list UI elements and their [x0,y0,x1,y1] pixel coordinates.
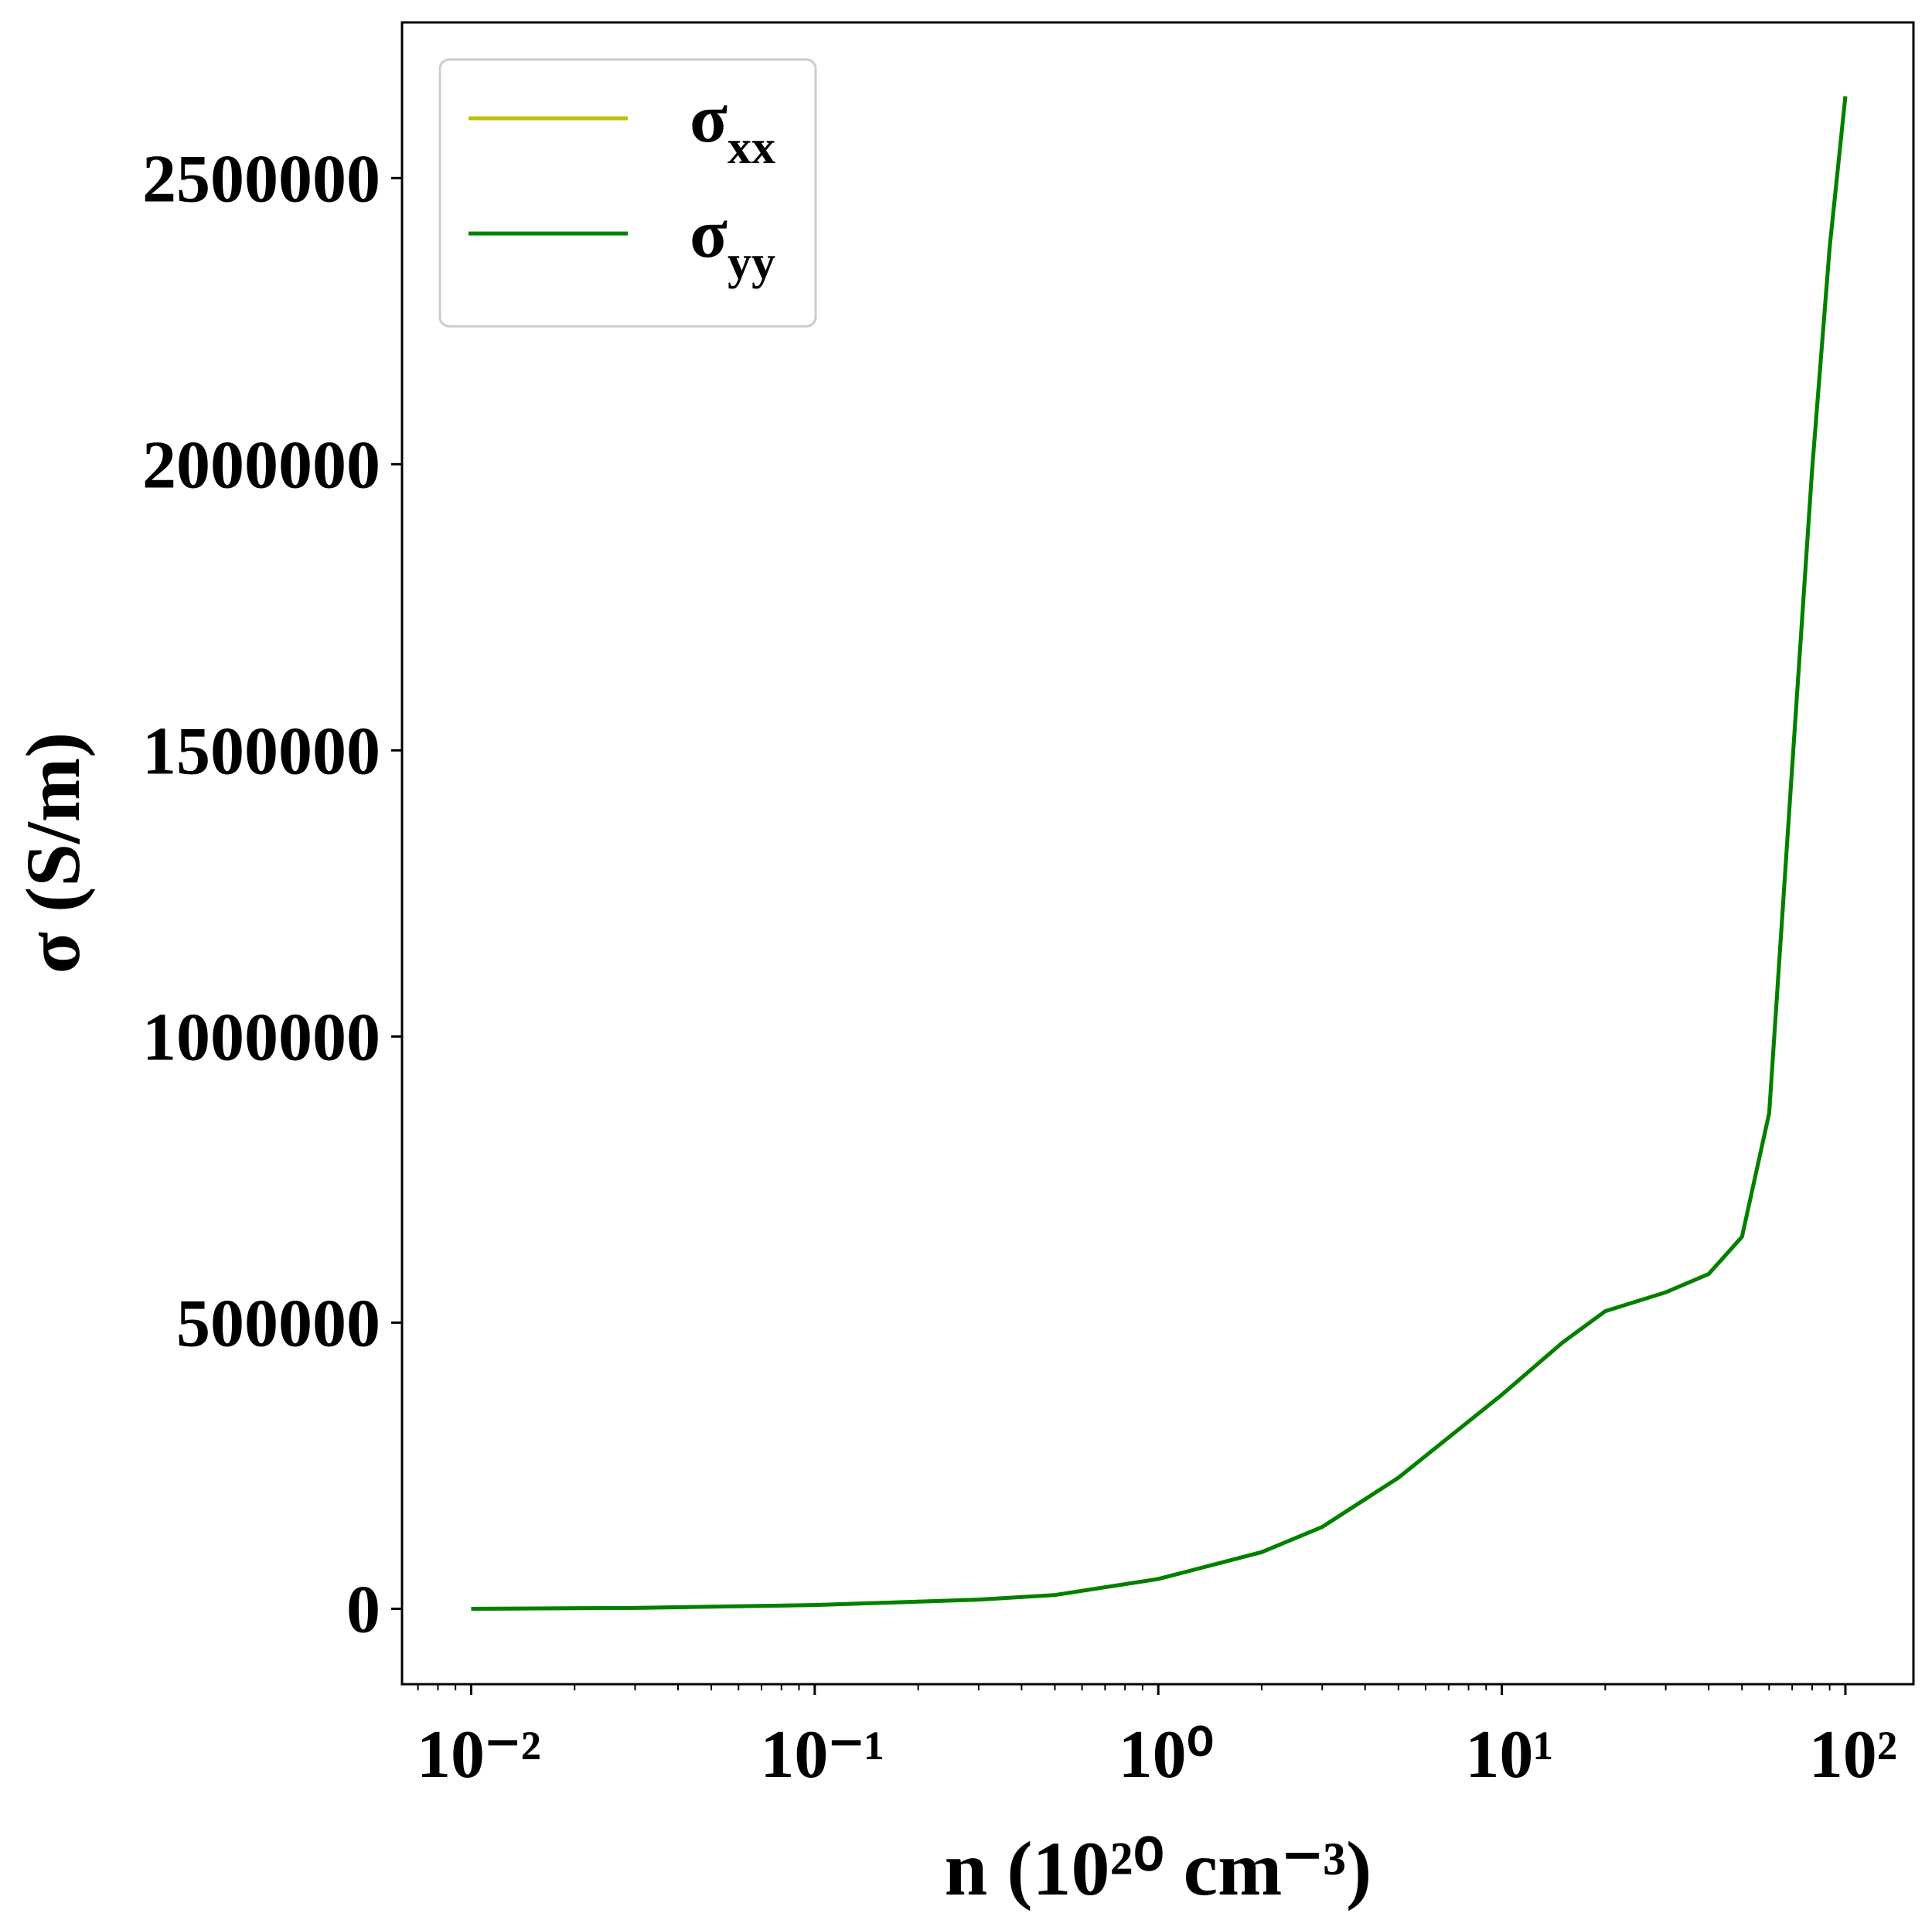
legend-label: σyy [690,196,775,289]
legend-box [438,58,817,328]
y-tick-label: 500000 [176,1286,380,1361]
plot-frame [400,21,1915,1686]
y-tick-label: 2500000 [142,142,380,217]
x-tick-label: 10² [1809,1717,1897,1792]
y-tick-label: 0 [346,1572,380,1647]
line [471,96,1848,1611]
legend-label: σxx [690,80,775,174]
x-tick-label: 10⁻¹ [760,1717,884,1792]
x-axis-label: n (10²⁰ cm⁻³) [945,1826,1372,1912]
y-tick-label: 2000000 [142,428,380,503]
y-tick-label: 1000000 [142,1000,380,1075]
x-tick-label: 10⁻² [417,1717,541,1792]
y-tick-label: 1500000 [142,714,380,789]
x-tick-label: 10⁰ [1119,1717,1214,1792]
y-axis-label: σ (S/m) [10,732,96,974]
x-tick-label: 10¹ [1465,1717,1553,1792]
